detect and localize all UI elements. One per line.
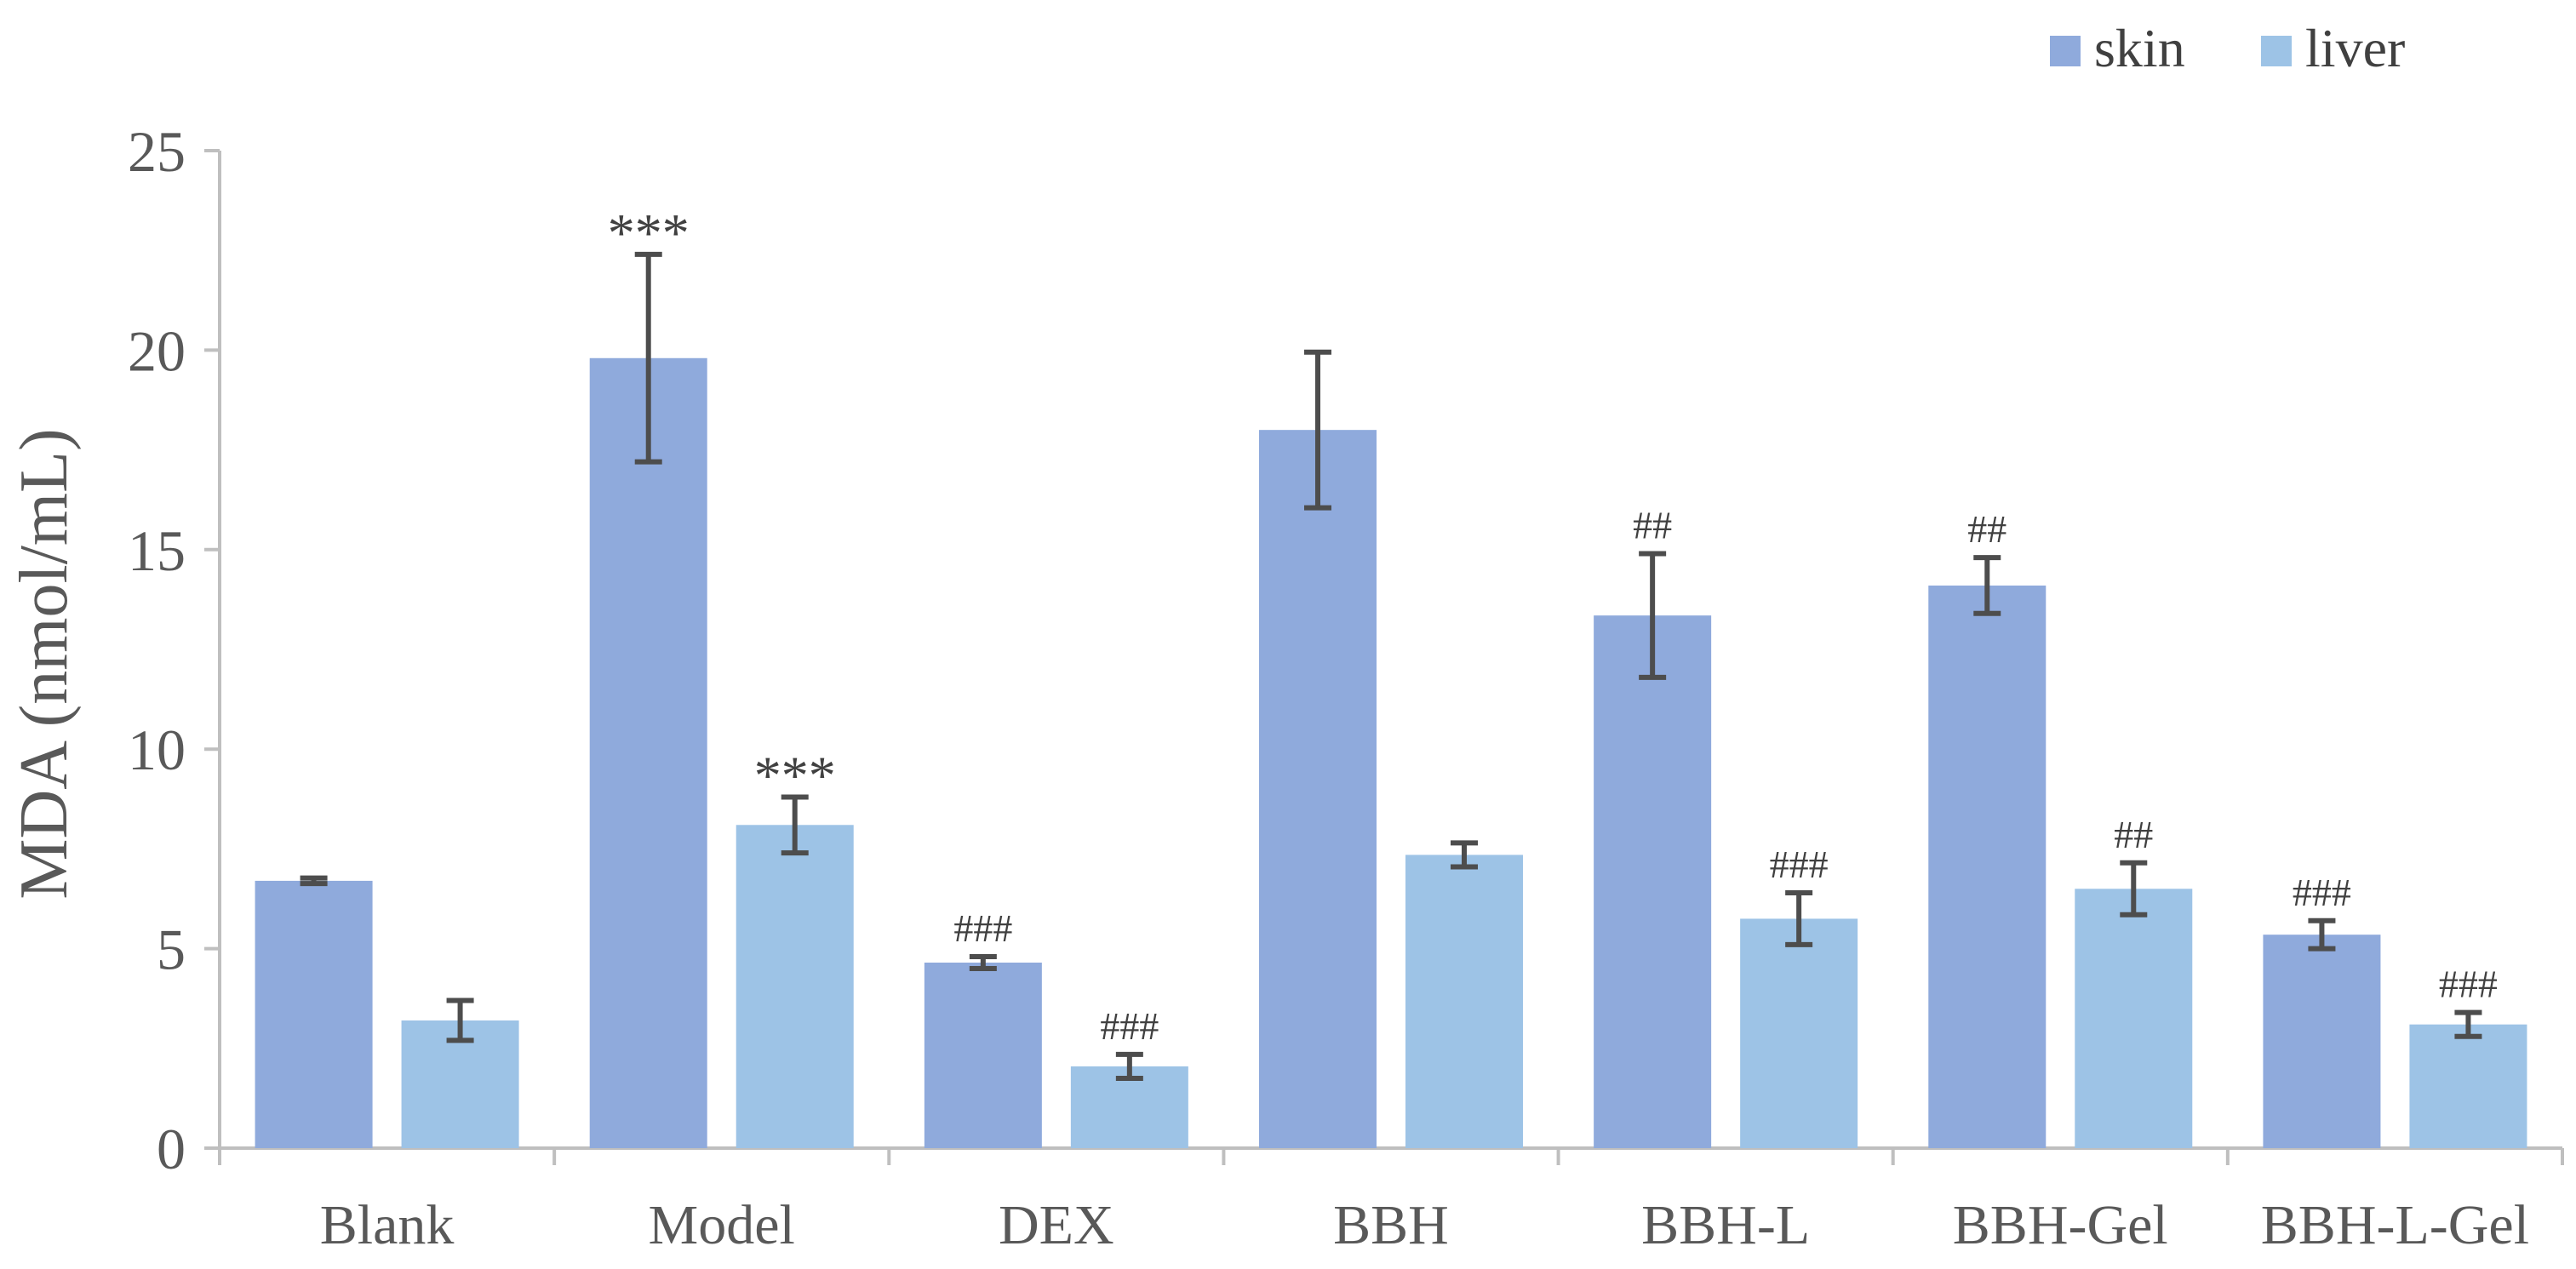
bar-liver [2409, 1024, 2527, 1148]
bar-liver [736, 825, 854, 1148]
bar-skin [1259, 430, 1377, 1148]
x-tick-label: BBH [1333, 1194, 1449, 1256]
axes: 0 5 10 15 20 25 Blank Model DEX BBH BBH-L BBH-Gel BB… [128, 119, 2564, 1256]
x-tick-label: Blank [320, 1194, 455, 1256]
significance-label: ## [1967, 507, 2006, 551]
bars: ***##### #####***########### [255, 203, 2527, 1148]
x-tick-label: BBH-L-Gel [2261, 1194, 2529, 1256]
bar-skin [255, 880, 373, 1148]
y-tick-label: 15 [128, 518, 186, 583]
legend: skin liver [2050, 18, 2405, 78]
bar-skin [1928, 585, 2046, 1148]
bar-skin [924, 963, 1042, 1148]
x-tick-label: BBH-L [1641, 1194, 1810, 1256]
bar-liver [1405, 855, 1523, 1148]
significance-label: ## [2114, 813, 2153, 856]
significance-label: ### [953, 906, 1012, 950]
significance-label: *** [608, 203, 690, 263]
legend-label-liver: liver [2305, 18, 2405, 78]
y-tick-label: 20 [128, 318, 186, 383]
x-tick-label: Model [649, 1194, 795, 1256]
y-tick-label: 25 [128, 119, 186, 184]
x-tick-label: BBH-Gel [1953, 1194, 2168, 1256]
bar-liver [2075, 889, 2193, 1148]
bar-skin [1594, 615, 1712, 1148]
significance-label: ### [2293, 871, 2351, 914]
significance-label: ## [1633, 503, 1672, 546]
bar-skin [589, 357, 707, 1148]
bar-liver [1740, 918, 1858, 1148]
significance-label: *** [754, 745, 836, 805]
legend-swatch-liver [2261, 36, 2292, 66]
y-axis-label: MDA (nmol/mL) [7, 428, 82, 899]
bar-skin [2263, 935, 2381, 1148]
significance-label: ### [1100, 1004, 1159, 1048]
legend-swatch-skin [2050, 36, 2081, 66]
significance-label: ### [2439, 963, 2498, 1006]
y-tick-label: 10 [128, 717, 186, 782]
significance-label: ### [1770, 843, 1829, 886]
legend-label-skin: skin [2094, 18, 2185, 78]
y-tick-label: 0 [157, 1117, 186, 1181]
x-tick-label: DEX [999, 1194, 1114, 1256]
y-tick-label: 5 [157, 917, 186, 982]
